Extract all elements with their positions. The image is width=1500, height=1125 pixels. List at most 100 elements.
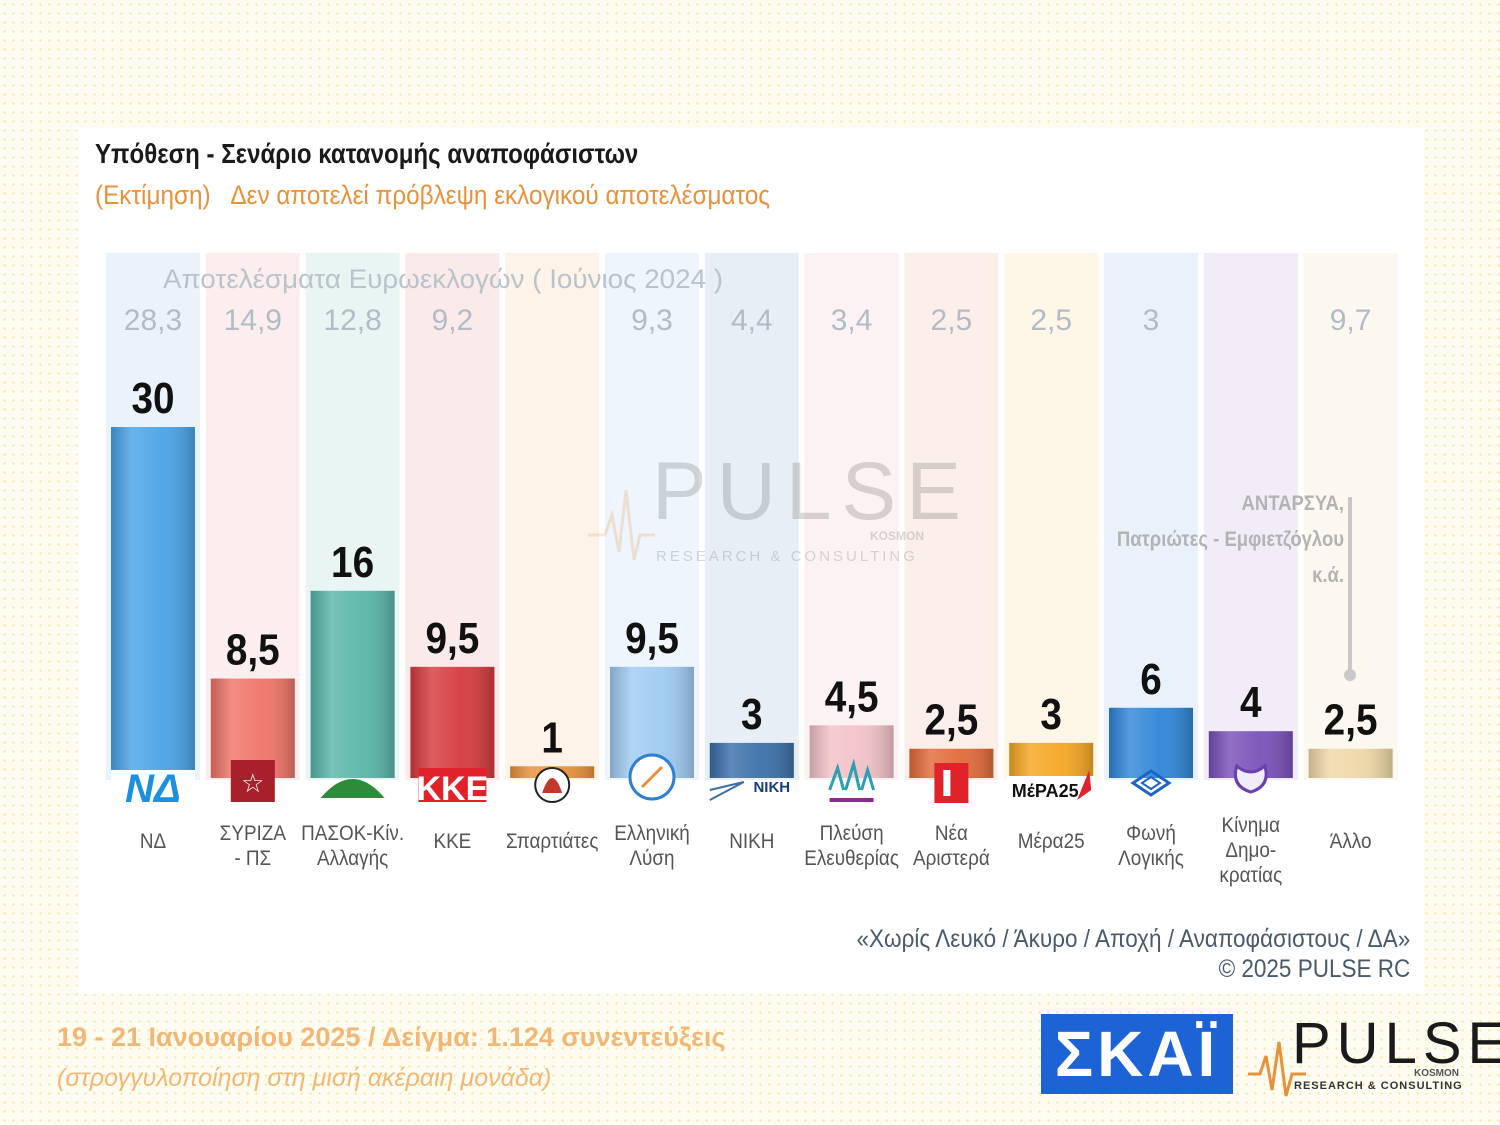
logo-sun-icon <box>320 779 385 798</box>
logo-underline <box>829 798 874 802</box>
party-logo-icon <box>628 753 676 801</box>
bar-value-label: 16 <box>331 536 374 586</box>
logo-text: ΝΔ <box>125 767 181 811</box>
bar-value-label: 3 <box>1040 689 1062 739</box>
logo-bg <box>418 768 487 802</box>
category-label: Μέρα25 <box>1018 830 1085 853</box>
category-label: Σπαρτιάτες <box>506 830 599 853</box>
bar-chart: PULSE KOSMON RESEARCH & CONSULTING Αποτε… <box>106 253 1398 887</box>
bar-shade <box>111 427 195 778</box>
category-label: κρατίας <box>1219 864 1282 887</box>
reference-series-label: Αποτελέσματα Ευρωεκλογών ( Ιούνιος 2024 … <box>163 264 723 294</box>
pulse-logo-word: PULSE <box>1292 1011 1500 1076</box>
reference-value-label: 14,9 <box>224 304 282 337</box>
reference-value-label: 9,7 <box>1330 304 1372 337</box>
pulse-logo: PULSE KOSMON RESEARCH & CONSULTING <box>1246 1012 1500 1098</box>
subtitle-estimate: (Εκτίμηση) <box>95 180 211 210</box>
category-label: ΝΔ <box>140 830 166 853</box>
logo-letter <box>943 770 951 796</box>
logo-text: ΝΙΚΗ <box>753 779 790 796</box>
party-logo-icon <box>934 763 969 803</box>
category-label: ΚΚΕ <box>433 830 471 853</box>
reference-value-label: 28,3 <box>124 304 182 337</box>
category-label: Φωνή <box>1126 822 1176 845</box>
chart-subtitle: (Εκτίμηση) Δεν αποτελεί πρόβλεψη εκλογικο… <box>95 180 770 211</box>
column-bg <box>904 253 999 780</box>
category-label: - ΠΣ <box>234 847 271 870</box>
survey-dates-sample: 19 - 21 Ιανουαρίου 2025 / Δείγμα: 1.124 … <box>57 1022 726 1052</box>
bar-shade <box>1208 731 1293 778</box>
party-logo-icon <box>534 767 571 803</box>
category-label: Λογικής <box>1118 847 1184 870</box>
party-logo-icon <box>320 779 385 798</box>
reference-value-label: 3,4 <box>831 304 873 337</box>
party-logo-icon: ΝΙΚΗ <box>709 779 790 801</box>
bar-value-label: 4 <box>1240 677 1262 727</box>
category-label: Αριστερά <box>913 847 990 870</box>
party-logo-icon <box>1233 763 1268 794</box>
subtitle-disclaimer: Δεν αποτελεί πρόβλεψη εκλογικού αποτελέσ… <box>230 180 771 210</box>
category-label: Δημο- <box>1225 839 1276 862</box>
category-label: Πλεύση <box>820 822 884 845</box>
column-bg <box>1004 253 1099 780</box>
other-annotation: ΑΝΤΑΡΣΥΑ, Πατριώτες - Εμφιετζόγλου κ.ά. <box>1117 492 1356 681</box>
column-bg <box>1104 253 1198 780</box>
bar-value-label: 9,5 <box>625 613 679 663</box>
exclusion-note: «Χωρίς Λευκό / Άκυρο / Αποχή / Αναποφάσι… <box>856 925 1410 953</box>
logo-text: ΚΚΕ <box>417 770 489 808</box>
reference-value-label: 9,3 <box>631 304 673 337</box>
logo-sails-icon <box>828 758 876 791</box>
category-label: Ελληνική <box>614 822 690 845</box>
annotation-text: ΑΝΤΑΡΣΥΑ, <box>1242 492 1344 515</box>
logo-star-icon: ☆ <box>241 768 264 798</box>
category-label: Νέα <box>935 822 968 845</box>
footnote: «Χωρίς Λευκό / Άκυρο / Αποχή / Αναποφάσι… <box>856 924 1410 984</box>
logo-compass-needle <box>640 765 664 789</box>
watermark-tag: RESEARCH & CONSULTING <box>656 548 918 565</box>
reference-value-label: 2,5 <box>931 304 973 337</box>
logo-leaf-icon <box>1233 763 1268 794</box>
logo-square <box>934 763 969 803</box>
pulse-logo-sub: KOSMON <box>1414 1068 1459 1079</box>
logo-square <box>230 760 275 802</box>
category-label: Ελευθερίας <box>804 847 899 870</box>
pulse-logo-tag: RESEARCH & CONSULTING <box>1294 1080 1463 1092</box>
column-bg <box>804 253 899 780</box>
column-bg <box>704 253 799 780</box>
party-logo-icon: ☆ <box>230 760 275 802</box>
logo-bg <box>111 770 195 804</box>
annotation-text: Πατριώτες - Εμφιετζόγλου <box>1117 528 1344 551</box>
rounding-note: (στρογγυλοποίηση στη μισή ακέραιη μονάδα… <box>57 1064 552 1092</box>
bar-value-label: 2,5 <box>1324 694 1378 744</box>
column-bg <box>505 253 600 780</box>
party-logo-icon: ΝΔ <box>111 767 195 811</box>
logo-wing <box>709 781 745 801</box>
category-label: Κίνημα <box>1222 814 1281 837</box>
bar-value-label: 6 <box>1140 653 1162 703</box>
bar-shade <box>410 666 495 778</box>
reference-value-label: 12,8 <box>323 304 381 337</box>
logo-bg <box>1007 776 1096 802</box>
category-label: ΠΑΣΟΚ-Κίν. <box>301 822 404 845</box>
pulse-heartbeat-icon <box>1248 1041 1306 1097</box>
bar-shade <box>1109 707 1193 778</box>
category-label: ΣΥΡΙΖΑ <box>220 822 287 845</box>
category-label: ΝΙΚΗ <box>729 830 774 853</box>
party-logo-icon <box>1130 769 1172 797</box>
category-label: Λύση <box>629 847 674 870</box>
logo-diamond-inner <box>1140 775 1162 791</box>
copyright: © 2025 PULSE RC <box>1218 955 1410 983</box>
bar-value-label: 30 <box>131 373 174 423</box>
logo-text: ΜέΡΑ25 <box>1012 781 1079 801</box>
party-logo-icon: ΚΚΕ <box>417 768 489 808</box>
party-logo-icon: ΜέΡΑ25 <box>1007 770 1096 802</box>
reference-value-label: 3 <box>1143 304 1160 337</box>
chart-title: Υπόθεση - Σενάριο κατανομής αναποφάσιστω… <box>95 138 639 169</box>
category-label: Άλλο <box>1330 830 1372 853</box>
column-bg <box>1203 253 1298 780</box>
annotation-text: κ.ά. <box>1312 564 1344 587</box>
bar-shade <box>1009 742 1094 778</box>
bar-shade <box>310 590 395 778</box>
watermark-word: PULSE <box>652 446 971 537</box>
bar-value-label: 1 <box>541 712 563 762</box>
